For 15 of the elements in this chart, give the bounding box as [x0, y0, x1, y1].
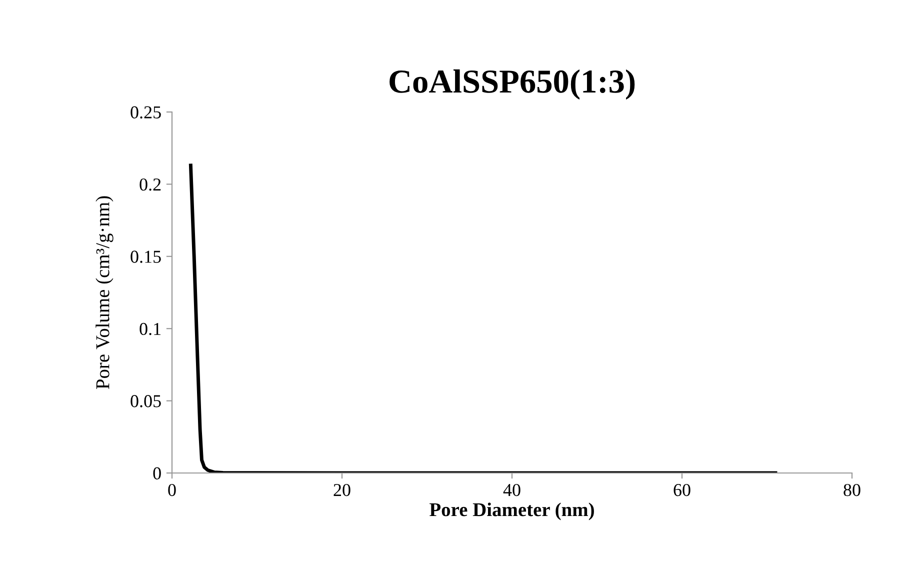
y-tick-label: 0.05	[130, 395, 161, 408]
x-tick-label: 60	[674, 484, 690, 496]
x-tick-label: 0	[168, 484, 176, 496]
y-tick-label: 0.25	[130, 106, 161, 119]
x-tick-label: 20	[334, 484, 350, 496]
y-tick-label: 0	[153, 467, 161, 480]
chart-title: CoAlSSP650(1:3)	[390, 69, 635, 100]
y-tick-label: 0.2	[140, 178, 161, 191]
y-axis-title: Pore Volume (cm³/g·nm)	[96, 196, 114, 390]
y-tick-label: 0.1	[140, 322, 160, 336]
x-tick-label: 80	[844, 484, 860, 496]
x-axis-title: Pore Diameter (nm)	[430, 502, 594, 520]
line-series	[188, 164, 778, 473]
y-tick-label: 0.15	[130, 250, 161, 263]
x-tick-label: 40	[503, 484, 520, 496]
